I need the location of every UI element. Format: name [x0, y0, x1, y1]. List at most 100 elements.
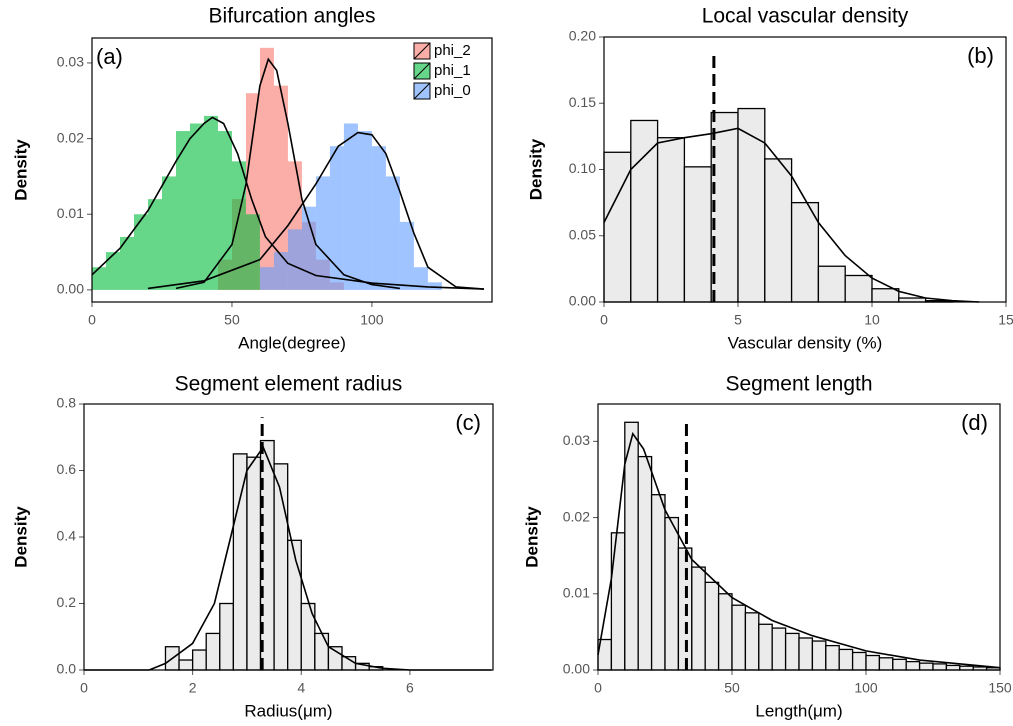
histogram-bar [175, 131, 190, 290]
y-tick-label: 0.01 [563, 584, 590, 600]
y-tick-label: 0.00 [57, 281, 84, 297]
histogram-bar [178, 659, 194, 671]
histogram-bar [287, 539, 302, 671]
histogram-bar [758, 623, 773, 671]
chart-title: Segment length [725, 373, 872, 396]
histogram-bar [329, 146, 344, 290]
histogram-bar [892, 658, 907, 671]
histogram-bar [656, 137, 686, 303]
histogram-bar [825, 644, 840, 671]
histogram-bar [232, 453, 248, 671]
y-tick-label: 0.0 [57, 661, 77, 677]
x-tick-label: 4 [297, 680, 305, 696]
histogram-bar [385, 176, 400, 290]
plot-frame [597, 403, 1001, 671]
panel-label: (c) [455, 410, 481, 435]
histogram-bar [717, 593, 733, 671]
histogram-bar [246, 456, 262, 671]
histogram-bar [744, 612, 760, 671]
y-axis-label: Density [11, 139, 30, 201]
x-tick-label: 10 [864, 312, 880, 328]
histogram-bar [771, 627, 787, 671]
y-tick-label: 0.8 [57, 395, 77, 411]
panel-label: (b) [967, 43, 994, 68]
y-axis-label: Density [11, 506, 30, 568]
histogram-bar [92, 267, 106, 290]
y-tick-label: 0.00 [563, 661, 590, 677]
histogram-bar [851, 651, 867, 671]
histogram-bar [817, 265, 846, 303]
x-tick-label: 50 [724, 680, 740, 696]
y-tick-label: 0.01 [57, 205, 84, 221]
chart-title: Local vascular density [702, 5, 909, 28]
histogram-bar [413, 267, 428, 290]
histogram-bar [878, 657, 894, 671]
density-curve [175, 57, 401, 290]
histogram-bar [161, 176, 176, 290]
x-tick-label: 5 [734, 312, 742, 328]
histogram-bar [683, 166, 712, 303]
histogram-bar [315, 176, 330, 290]
x-tick-label: 0 [600, 312, 608, 328]
y-axis-label: Density [522, 506, 541, 568]
x-tick-label: 0 [88, 312, 96, 328]
legend-swatch-line [413, 62, 431, 80]
x-tick-label: 100 [360, 312, 384, 328]
histogram-bar [371, 146, 386, 290]
panel-label: (a) [96, 44, 123, 69]
y-tick-label: 0.03 [563, 432, 590, 448]
histogram-bar [784, 632, 800, 671]
histogram-bar [945, 664, 961, 671]
x-tick-label: 2 [189, 680, 197, 696]
histogram-bar [932, 663, 948, 671]
density-curve [84, 445, 492, 671]
histogram-bar [217, 131, 232, 290]
histogram-bar [105, 252, 120, 290]
density-curve [91, 116, 484, 290]
legend-label: phi_1 [434, 62, 471, 79]
histogram-bar [343, 123, 358, 290]
histogram-bar [764, 158, 793, 303]
x-axis-label: Vascular density (%) [728, 333, 883, 352]
histogram-bar [838, 648, 854, 671]
histogram-bar [205, 632, 221, 671]
histogram-bar [119, 236, 134, 290]
plot-frame [603, 36, 1007, 303]
histogram-bar [737, 107, 766, 303]
histogram-bar [301, 206, 316, 290]
x-axis-label: Length(μm) [755, 701, 842, 720]
x-tick-label: 0 [80, 680, 88, 696]
legend-swatch-line [413, 42, 431, 60]
legend-label: phi_0 [434, 82, 471, 99]
density-curve [603, 127, 980, 303]
histogram-bar [704, 581, 720, 671]
histogram-bar [189, 123, 204, 290]
histogram-bar [610, 532, 626, 671]
histogram-bar [691, 566, 706, 671]
legend-label: phi_2 [434, 42, 471, 59]
density-curve [597, 431, 1001, 669]
histogram-bar [399, 221, 414, 290]
histogram-bar [245, 214, 260, 290]
histogram-bar [790, 201, 820, 303]
histogram-bar [427, 282, 442, 290]
y-tick-label: 0.02 [563, 508, 590, 524]
histogram-bar [231, 161, 246, 290]
histogram-bar [259, 47, 274, 290]
histogram-bar [811, 640, 827, 671]
histogram-bar [650, 494, 666, 671]
histogram-bar [133, 214, 148, 290]
y-tick-label: 0.10 [569, 160, 596, 176]
histogram-bar [147, 199, 162, 290]
histogram-bar [865, 654, 881, 671]
histogram-bar [314, 632, 330, 671]
histogram-bar [918, 662, 934, 671]
y-tick-label: 0.00 [569, 293, 596, 309]
histogram-bar [731, 604, 747, 671]
y-tick-label: 0.02 [57, 129, 84, 145]
y-tick-label: 0.03 [57, 54, 84, 70]
histogram-bar [259, 267, 274, 290]
y-tick-label: 0.2 [57, 594, 77, 610]
x-tick-label: 15 [998, 312, 1013, 328]
